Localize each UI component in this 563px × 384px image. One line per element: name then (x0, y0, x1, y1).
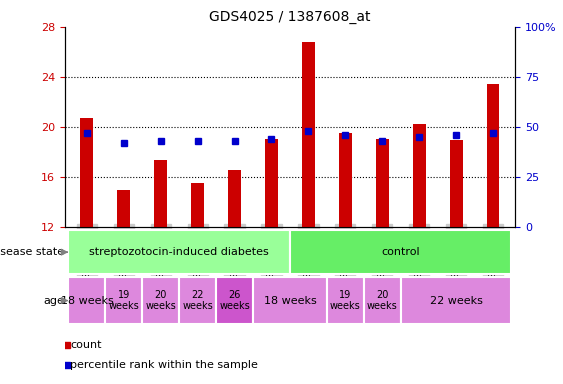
Bar (216, 277, 253, 324)
Bar (450, 141, 463, 227)
Bar (105, 277, 142, 324)
Bar (413, 124, 426, 227)
Bar (401, 277, 511, 324)
Bar (191, 183, 204, 227)
Bar (253, 277, 327, 324)
Text: 22 weeks: 22 weeks (430, 296, 482, 306)
Text: 19
weeks: 19 weeks (109, 290, 139, 311)
Text: 18 weeks: 18 weeks (263, 296, 316, 306)
Bar (69, 230, 290, 274)
Bar (339, 133, 352, 227)
Bar (179, 277, 216, 324)
Bar (81, 118, 93, 227)
Text: 26
weeks: 26 weeks (219, 290, 250, 311)
Bar (228, 170, 241, 227)
Text: streptozotocin-induced diabetes: streptozotocin-induced diabetes (90, 247, 269, 257)
Bar (154, 161, 167, 227)
Bar (486, 84, 499, 227)
Bar (265, 139, 278, 227)
Text: disease state: disease state (0, 247, 64, 257)
Bar (290, 230, 511, 274)
Text: age: age (43, 296, 64, 306)
Text: 18 weeks: 18 weeks (60, 296, 113, 306)
Text: 20
weeks: 20 weeks (145, 290, 176, 311)
Text: control: control (381, 247, 420, 257)
Bar (142, 277, 179, 324)
Text: 22
weeks: 22 weeks (182, 290, 213, 311)
Bar (327, 277, 364, 324)
Title: GDS4025 / 1387608_at: GDS4025 / 1387608_at (209, 10, 370, 25)
Bar (364, 277, 401, 324)
Bar (117, 190, 130, 227)
Bar (376, 139, 388, 227)
Text: count: count (70, 339, 102, 350)
Bar (302, 42, 315, 227)
Bar (69, 277, 105, 324)
Text: percentile rank within the sample: percentile rank within the sample (70, 360, 258, 370)
Text: 20
weeks: 20 weeks (367, 290, 397, 311)
Text: 19
weeks: 19 weeks (330, 290, 361, 311)
